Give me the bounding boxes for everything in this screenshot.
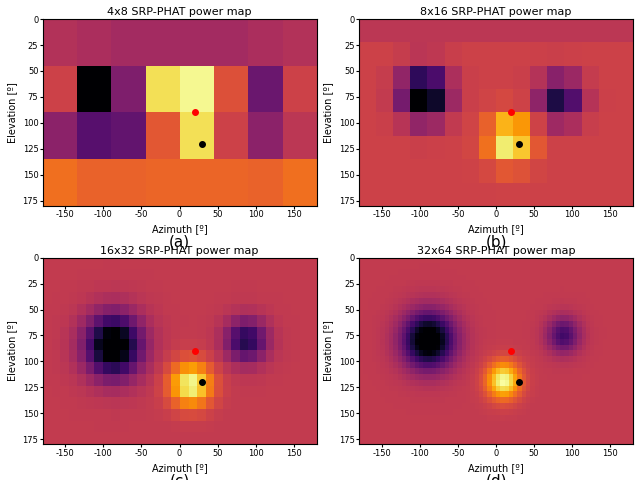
Y-axis label: Elevation [º]: Elevation [º] bbox=[7, 82, 17, 143]
Text: (d): (d) bbox=[485, 473, 507, 480]
Y-axis label: Elevation [º]: Elevation [º] bbox=[323, 321, 333, 382]
Y-axis label: Elevation [º]: Elevation [º] bbox=[323, 82, 333, 143]
Title: 4x8 SRP-PHAT power map: 4x8 SRP-PHAT power map bbox=[108, 7, 252, 17]
Text: (b): (b) bbox=[485, 235, 507, 250]
X-axis label: Azimuth [º]: Azimuth [º] bbox=[468, 463, 524, 473]
Text: (c): (c) bbox=[170, 473, 189, 480]
X-axis label: Azimuth [º]: Azimuth [º] bbox=[468, 225, 524, 234]
Title: 16x32 SRP-PHAT power map: 16x32 SRP-PHAT power map bbox=[100, 246, 259, 255]
Title: 32x64 SRP-PHAT power map: 32x64 SRP-PHAT power map bbox=[417, 246, 575, 255]
X-axis label: Azimuth [º]: Azimuth [º] bbox=[152, 463, 207, 473]
Title: 8x16 SRP-PHAT power map: 8x16 SRP-PHAT power map bbox=[420, 7, 572, 17]
Text: (a): (a) bbox=[169, 235, 190, 250]
X-axis label: Azimuth [º]: Azimuth [º] bbox=[152, 225, 207, 234]
Y-axis label: Elevation [º]: Elevation [º] bbox=[7, 321, 17, 382]
